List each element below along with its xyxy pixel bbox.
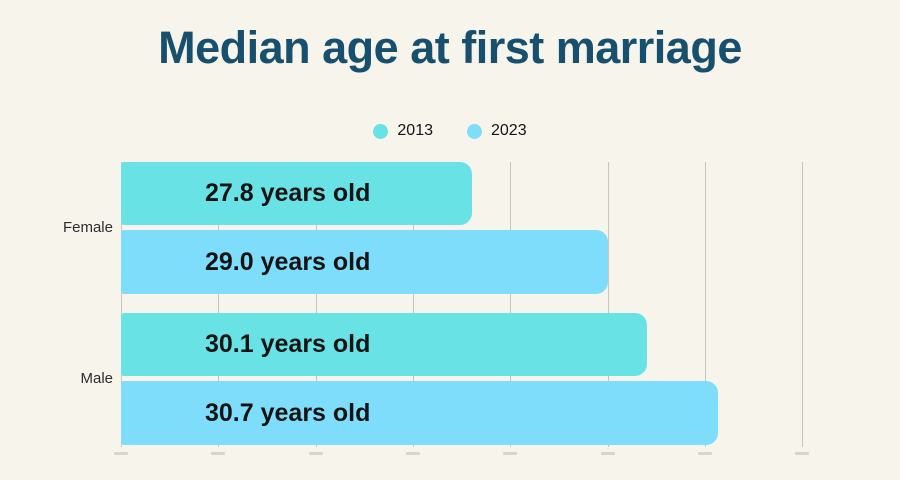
bar-male-2013: 30.1 years old (121, 313, 647, 376)
axis-tick-label-clipped (211, 452, 225, 455)
legend-label-2023: 2023 (491, 122, 527, 139)
bar-value-label: 30.1 years old (205, 330, 371, 358)
category-label-female: Female (62, 219, 113, 236)
axis-tick-label-clipped (114, 452, 128, 455)
gridline (316, 162, 317, 447)
gridline (802, 162, 803, 447)
bar-value-label: 27.8 years old (205, 179, 371, 207)
axis-tick-label-clipped (406, 452, 420, 455)
bar-female-2013: 27.8 years old (121, 162, 472, 225)
gridline (121, 162, 122, 447)
axis-tick-label-clipped (601, 452, 615, 455)
axis-tick-label-clipped (698, 452, 712, 455)
legend-label-2013: 2013 (397, 122, 433, 139)
gridline (218, 162, 219, 447)
gridline (608, 162, 609, 447)
bar-male-2023: 30.7 years old (121, 381, 718, 445)
legend-item-2013: 2013 (373, 122, 433, 140)
legend-item-2023: 2023 (467, 122, 527, 140)
gridline (705, 162, 706, 447)
gridline (510, 162, 511, 447)
category-label-male: Male (80, 370, 113, 387)
axis-tick-label-clipped (309, 452, 323, 455)
bar-female-2023: 29.0 years old (121, 230, 608, 294)
legend: 2013 2023 (0, 122, 900, 140)
bar-value-label: 29.0 years old (205, 247, 371, 276)
legend-swatch-2013-icon (373, 123, 389, 139)
axis-tick-label-clipped (503, 452, 517, 455)
gridline (413, 162, 414, 447)
legend-swatch-2023-icon (467, 123, 482, 139)
axis-tick-label-clipped (795, 452, 809, 455)
bar-value-label: 30.7 years old (205, 398, 371, 427)
chart-title: Median age at first marriage (158, 22, 742, 73)
